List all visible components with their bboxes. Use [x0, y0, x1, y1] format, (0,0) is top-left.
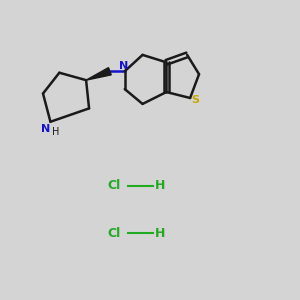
Text: S: S	[191, 95, 200, 105]
Text: Cl: Cl	[108, 227, 121, 240]
Text: H: H	[155, 179, 166, 192]
Text: H: H	[155, 227, 166, 240]
Polygon shape	[86, 68, 111, 80]
Text: H: H	[52, 127, 59, 136]
Text: N: N	[41, 124, 51, 134]
Text: Cl: Cl	[108, 179, 121, 192]
Text: N: N	[118, 61, 128, 71]
